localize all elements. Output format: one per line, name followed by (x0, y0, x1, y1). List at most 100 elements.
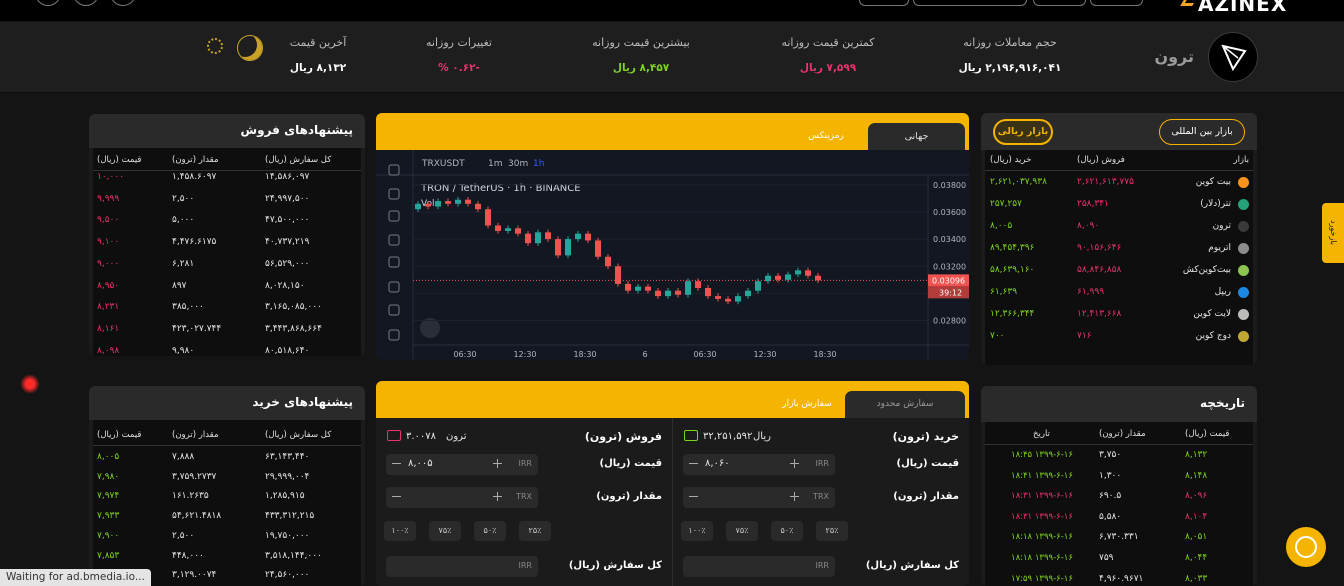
feedback-tab[interactable]: بازخورد (1322, 203, 1344, 263)
trade-date[interactable]: ۱۳۹۹-۶-۱۶ ۱۸:۳۱ (1011, 511, 1073, 522)
trade-price[interactable]: ۸,۰۴۴ (1185, 553, 1208, 563)
trade-price[interactable]: ۸,۰۳۳ (1185, 573, 1208, 584)
market-name[interactable]: دوج کوین (1195, 331, 1231, 341)
offer-amount[interactable]: ۳,۷۵۹.۲۷۳۷ (172, 471, 217, 482)
market-sell-price[interactable]: ۵۸,۸۴۶,۸۵۸ (1077, 265, 1122, 275)
decrease-button[interactable] (689, 463, 698, 464)
input-box[interactable]: ۸,۰۰۵ IRR (386, 454, 538, 475)
offer-total[interactable]: ۵۶,۵۲۹,۰۰۰ (265, 258, 310, 269)
top-icon-button[interactable] (35, 0, 61, 6)
percent-button[interactable]: ۱۰۰٪ (681, 521, 713, 541)
market-name[interactable]: بیت‌کوین‌کش (1182, 265, 1231, 275)
market-sell-price[interactable]: ۲۵۸,۳۴۱ (1077, 199, 1109, 209)
offer-amount[interactable]: ۸۹۷ (172, 280, 187, 291)
offer-total[interactable]: ۴۷,۵۰۰,۰۰۰ (265, 215, 310, 226)
trade-date[interactable]: ۱۳۹۹-۶-۱۶ ۱۸:۴۵ (1011, 450, 1073, 460)
trade-amount[interactable]: ۶,۷۳۰.۳۳۱ (1099, 532, 1139, 543)
increase-button[interactable] (790, 459, 799, 468)
market-buy-price[interactable]: ۸۹,۴۵۴,۳۹۶ (990, 243, 1035, 253)
offer-price[interactable]: ۷,۹۷۴ (97, 491, 120, 502)
trade-amount[interactable]: ۵,۵۸۰ (1099, 511, 1122, 522)
offer-total[interactable]: ۲۹,۹۹۹,۰۰۴ (265, 471, 310, 482)
offer-price[interactable]: ۸,۱۶۱ (97, 323, 120, 334)
offer-price[interactable]: ۹,۱۰۰ (97, 237, 120, 248)
offer-amount[interactable]: ۲,۵۰۰ (172, 530, 195, 541)
interval-button[interactable]: 30m (508, 159, 528, 169)
top-icon-button[interactable] (73, 0, 99, 6)
increase-button[interactable] (790, 492, 799, 501)
offer-price[interactable]: ۷,۸۵۳ (97, 550, 120, 561)
market-name[interactable]: ترون (1212, 221, 1231, 231)
market-buy-price[interactable]: ۷۰۰ (990, 331, 1005, 341)
increase-button[interactable] (493, 459, 502, 468)
offer-total[interactable]: ۳,۱۶۵,۰۸۵,۰۰۰ (265, 302, 322, 313)
offer-price[interactable]: ۸,۰۰۵ (97, 452, 120, 462)
offer-price[interactable]: ۷,۹۰۰ (97, 530, 120, 541)
offer-price[interactable]: ۷,۹۳۳ (97, 511, 120, 522)
offer-amount[interactable]: ۵۴,۶۲۱.۴۸۱۸ (172, 511, 222, 522)
market-tab[interactable]: بازار بین المللی (1159, 119, 1245, 145)
market-sell-price[interactable]: ۹۰,۱۵۶,۶۴۶ (1077, 243, 1122, 253)
offer-total[interactable]: ۱۴,۵۸۶,۰۹۷ (265, 172, 310, 182)
market-buy-price[interactable]: ۱۲,۳۶۶,۳۴۴ (990, 309, 1035, 319)
market-sell-price[interactable]: ۱۲,۴۱۳,۶۶۸ (1077, 309, 1122, 319)
market-sell-price[interactable]: ۸,۰۹۰ (1077, 221, 1100, 231)
percent-button[interactable]: ۷۵٪ (429, 521, 461, 541)
percent-button[interactable]: ۱۰۰٪ (384, 521, 416, 541)
decrease-button[interactable] (392, 463, 401, 464)
top-nav-button[interactable] (859, 0, 909, 6)
offer-total[interactable]: ۴۳۳,۳۱۲,۲۱۵ (265, 511, 315, 522)
offer-amount[interactable]: ۲,۵۰۰ (172, 193, 195, 204)
trade-date[interactable]: ۱۳۹۹-۶-۱۶ ۱۸:۴۱ (1011, 470, 1073, 481)
market-sell-price[interactable]: ۲,۶۲۱,۶۱۳,۷۷۵ (1077, 177, 1134, 187)
percent-button[interactable]: ۷۵٪ (726, 521, 758, 541)
trade-amount[interactable]: ۴,۹۶۰.۹۶۷۱ (1099, 573, 1144, 584)
percent-button[interactable]: ۲۵٪ (816, 521, 848, 541)
offer-price[interactable]: ۹,۵۰۰ (97, 215, 120, 226)
interval-button[interactable]: 1h (533, 159, 544, 169)
offer-total[interactable]: ۲۴,۹۹۷,۵۰۰ (265, 193, 310, 204)
offer-price[interactable]: ۹,۰۰۰ (97, 258, 120, 269)
trade-price[interactable]: ۸,۱۰۴ (1185, 511, 1208, 522)
offer-amount[interactable]: ۹,۹۸۰ (172, 345, 195, 356)
trade-date[interactable]: ۱۳۹۹-۶-۱۶ ۱۷:۵۹ (1011, 573, 1073, 584)
trade-amount[interactable]: ۷۵۹ (1099, 553, 1114, 563)
chat-button[interactable] (1286, 527, 1326, 567)
trade-price[interactable]: ۸,۱۳۲ (1185, 450, 1208, 460)
offer-amount[interactable]: ۱,۴۵۸.۶۰۹۷ (172, 172, 217, 182)
offer-price[interactable]: ۸,۰۹۸ (97, 345, 120, 356)
offer-amount[interactable]: ۱۶۱.۲۶۳۵ (172, 491, 209, 502)
market-name[interactable]: تتر(دلار) (1200, 199, 1231, 209)
offer-total[interactable]: ۳,۴۴۳,۸۶۸,۶۶۴ (265, 323, 322, 334)
market-buy-price[interactable]: ۶۱,۶۳۹ (990, 287, 1018, 297)
trade-date[interactable]: ۱۳۹۹-۶-۱۶ ۱۸:۱۸ (1011, 532, 1073, 543)
offer-amount[interactable]: ۷,۸۸۸ (172, 452, 195, 462)
offer-amount[interactable]: ۴۲۳,۰۲۷.۷۴۴ (172, 323, 222, 334)
offer-price[interactable]: ۷,۹۸۰ (97, 471, 120, 482)
trade-amount[interactable]: ۶۹۰.۵ (1099, 491, 1122, 502)
chart-tab[interactable]: جهانی (868, 123, 965, 150)
percent-button[interactable]: ۵۰٪ (771, 521, 803, 541)
market-sell-price[interactable]: ۷۱۶ (1077, 331, 1092, 341)
order-tab[interactable]: سفارش بازار (782, 399, 832, 409)
trade-price[interactable]: ۸,۰۹۶ (1185, 491, 1208, 502)
trade-price[interactable]: ۸,۰۵۱ (1185, 532, 1208, 543)
offer-amount[interactable]: ۴۴۸,۰۰۰ (172, 550, 204, 561)
trade-price[interactable]: ۸,۱۴۸ (1185, 470, 1208, 481)
market-tab[interactable]: بازار ریالی (993, 119, 1053, 145)
interval-button[interactable]: 1m (488, 159, 503, 169)
theme-moon-icon[interactable] (237, 35, 263, 61)
offer-price[interactable]: ۱۰,۰۰۰ (97, 172, 125, 182)
market-name[interactable]: اتریوم (1208, 243, 1231, 253)
input-box[interactable]: TRX (683, 487, 835, 508)
offer-total[interactable]: ۸۰,۵۱۸,۶۴۰ (265, 345, 310, 356)
offer-amount[interactable]: ۶,۲۸۱ (172, 258, 195, 269)
offer-price[interactable]: ۸,۲۳۱ (97, 302, 120, 313)
market-buy-price[interactable]: ۸,۰۰۵ (990, 221, 1013, 231)
offer-amount[interactable]: ۴,۴۷۶.۶۱۷۵ (172, 237, 217, 248)
input-box[interactable]: IRR (683, 556, 835, 577)
market-name[interactable]: لایت کوین (1193, 309, 1231, 319)
offer-price[interactable]: ۸,۹۵۰ (97, 280, 120, 291)
offer-amount[interactable]: ۵,۰۰۰ (172, 215, 195, 226)
increase-button[interactable] (493, 492, 502, 501)
